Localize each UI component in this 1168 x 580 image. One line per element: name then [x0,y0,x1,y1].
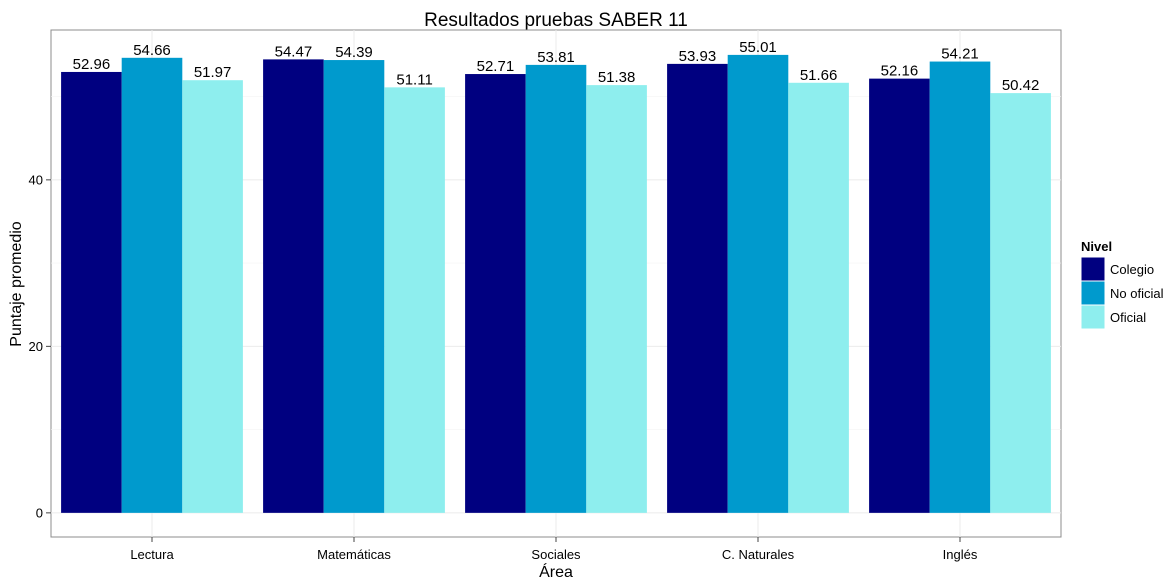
bar [182,80,243,513]
bar [525,64,587,513]
x-tick-label: Sociales [531,547,581,562]
x-tick-label: C. Naturales [722,547,795,562]
bar [788,82,849,513]
bar [61,71,122,513]
legend-title: Nivel [1081,239,1112,254]
x-tick-label: Lectura [130,547,174,562]
bar-value-label: 52.96 [73,56,111,73]
bar [667,63,728,513]
bar-labels: 52.96 54.66 51.97 54.47 54.39 51.11 52.71 53.81… [73,39,1040,94]
bar-value-label: 54.66 [133,42,171,59]
y-tick-label: 0 [36,505,43,520]
bar [263,59,324,513]
legend-label: Colegio [1110,262,1154,277]
bar [121,57,183,513]
bar-value-label: 54.39 [335,44,373,61]
legend-swatch [1080,304,1106,330]
bar-value-label: 54.21 [941,46,979,63]
legend-label: Oficial [1110,310,1146,325]
bar [929,61,991,513]
bar-value-label: 53.81 [537,49,575,66]
bar [586,85,647,513]
bar-value-label: 55.01 [739,39,777,56]
bar-value-label: 50.42 [1002,77,1040,94]
y-axis-title: Puntaje promedio [8,221,25,347]
legend-label: No oficial [1110,286,1164,301]
legend-swatch [1080,280,1106,306]
y-tick-label: 20 [29,339,43,354]
bar-value-label: 51.97 [194,64,232,81]
bar-value-label: 51.66 [800,67,838,84]
bar-value-label: 52.16 [881,63,919,80]
bar [727,54,789,513]
legend-swatch [1080,256,1106,282]
x-axis: Lectura Matemáticas Sociales C. Naturales In… [130,537,978,562]
bar-value-label: 54.47 [275,43,313,60]
bar-value-label: 52.71 [477,58,515,75]
bar [990,93,1051,513]
x-tick-label: Matemáticas [317,547,391,562]
x-axis-title: Área [539,562,573,580]
bar [465,74,526,513]
x-tick-label: Inglés [943,547,978,562]
bar-value-label: 51.11 [396,71,432,88]
y-axis: 0 20 40 [29,172,51,520]
bar-value-label: 53.93 [679,48,717,65]
y-tick-label: 40 [29,172,43,187]
bar [384,87,445,513]
legend: Nivel Colegio No oficial Oficial [1080,239,1164,330]
bar [869,78,930,513]
chart-title: Resultados pruebas SABER 11 [424,10,688,31]
bar-value-label: 51.38 [598,69,636,86]
bar [323,60,385,513]
bars [61,54,1051,513]
